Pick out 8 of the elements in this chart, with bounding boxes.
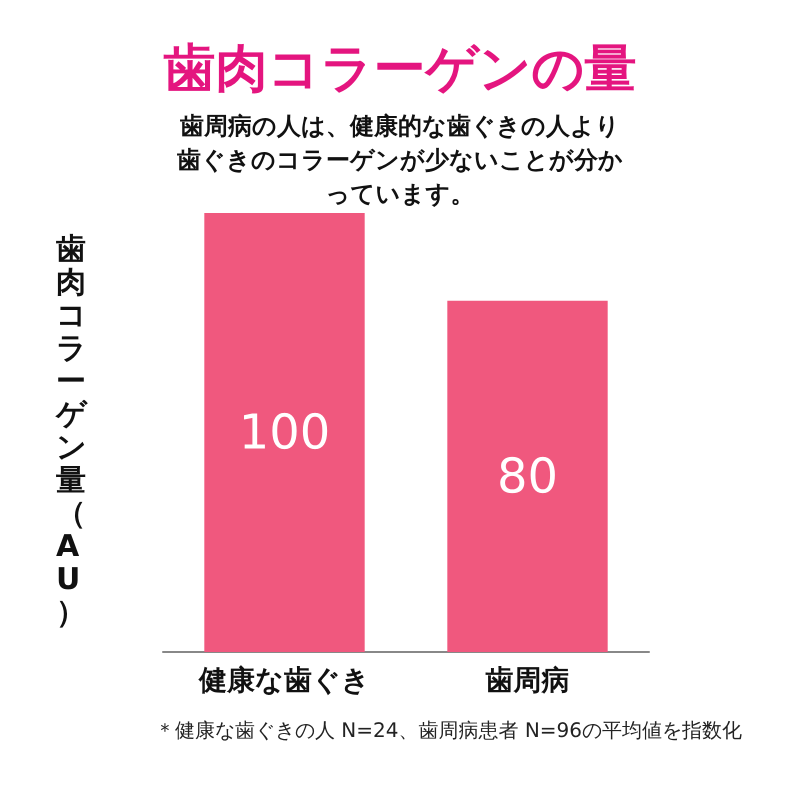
x-tick-label: 健康な歯ぐき [198,664,370,696]
x-tick-label: 歯周病 [484,664,570,696]
data-label: 100 [238,404,330,460]
text: 歯肉コラーゲン量（AU） [56,232,87,630]
chart-subtitle: 歯周病の人は、健康的な歯ぐきの人より歯ぐきのコラーゲンが少ないことが分かっています。 [176,112,623,208]
text: ＊健康な歯ぐきの人 N=24、歯周病患者 N=96の平均値を指数化 [154,718,742,742]
chart-title: 歯肉コラーゲンの量 [164,39,636,99]
data-label: 80 [496,448,558,504]
